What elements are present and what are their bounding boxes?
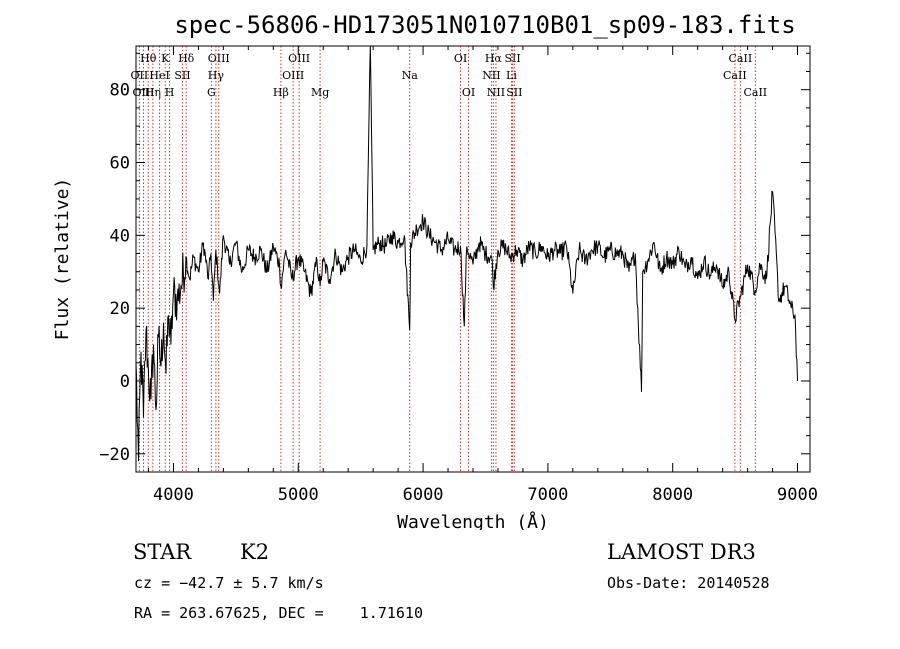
- x-axis: 4000 5000 6000 7000 8000 9000: [147, 46, 818, 505]
- marker-label: CaII: [729, 52, 753, 65]
- marker-label: OI: [462, 86, 475, 99]
- marker-label: Hδ: [178, 52, 195, 65]
- marker-label: Hγ: [208, 69, 225, 82]
- marker-label: Na: [402, 69, 419, 82]
- redshift-readout: cz = −42.7 ± 5.7 km/s: [134, 574, 324, 592]
- coordinates-readout: RA = 263.67625, DEC = 1.71610: [134, 604, 423, 622]
- marker-label: Hβ: [273, 86, 289, 99]
- marker-label: NII: [482, 69, 500, 82]
- marker-label: OIII: [288, 52, 310, 65]
- plot-frame: [135, 45, 811, 473]
- marker-label: G: [207, 86, 216, 99]
- x-tick-label: 9000: [777, 485, 818, 505]
- x-tick-label: 7000: [527, 485, 568, 505]
- marker-label: OIII: [282, 69, 304, 82]
- spectrum-line: [135, 45, 798, 462]
- spectral-subclass: K2: [240, 540, 270, 564]
- marker-label: OI: [454, 52, 467, 65]
- y-tick-label: 60: [110, 154, 130, 174]
- marker-label: K: [161, 52, 170, 65]
- marker-label: SII: [506, 86, 522, 99]
- y-axis-label: Flux (relative): [52, 178, 73, 341]
- marker-label: Li: [506, 69, 517, 82]
- y-tick-label: 20: [110, 299, 130, 319]
- marker-label: CaII: [723, 69, 747, 82]
- x-tick-label: 8000: [652, 485, 693, 505]
- chart-title: spec-56806-HD173051N010710B01_sp09-183.f…: [174, 11, 795, 39]
- x-tick-label: 5000: [278, 485, 319, 505]
- y-tick-label: −20: [99, 445, 130, 465]
- marker-label: OIII: [208, 52, 230, 65]
- x-tick-label: 4000: [153, 485, 194, 505]
- marker-label: Hα: [485, 52, 503, 65]
- marker-label: OII: [131, 69, 149, 82]
- marker-label: Hθ: [140, 52, 157, 65]
- marker-label: Mg: [311, 86, 329, 99]
- marker-label: SII: [174, 69, 190, 82]
- y-tick-label: 0: [120, 372, 130, 392]
- x-tick-label: 6000: [403, 485, 444, 505]
- marker-label: HeI: [149, 69, 169, 82]
- y-tick-label: 40: [110, 226, 130, 246]
- marker-label: SII: [504, 52, 520, 65]
- y-tick-label: 80: [110, 81, 130, 101]
- marker-label: NII: [487, 86, 505, 99]
- observation-date: Obs-Date: 20140528: [607, 574, 770, 592]
- object-class: STAR: [133, 540, 192, 564]
- marker-label: CaII: [743, 86, 767, 99]
- marker-label: H: [165, 86, 175, 99]
- y-axis: −20 0 20 40 60 80: [99, 52, 810, 465]
- survey-name: LAMOST DR3: [607, 540, 756, 564]
- marker-label: Hη: [145, 86, 161, 99]
- x-axis-label: Wavelength (Å): [397, 511, 549, 530]
